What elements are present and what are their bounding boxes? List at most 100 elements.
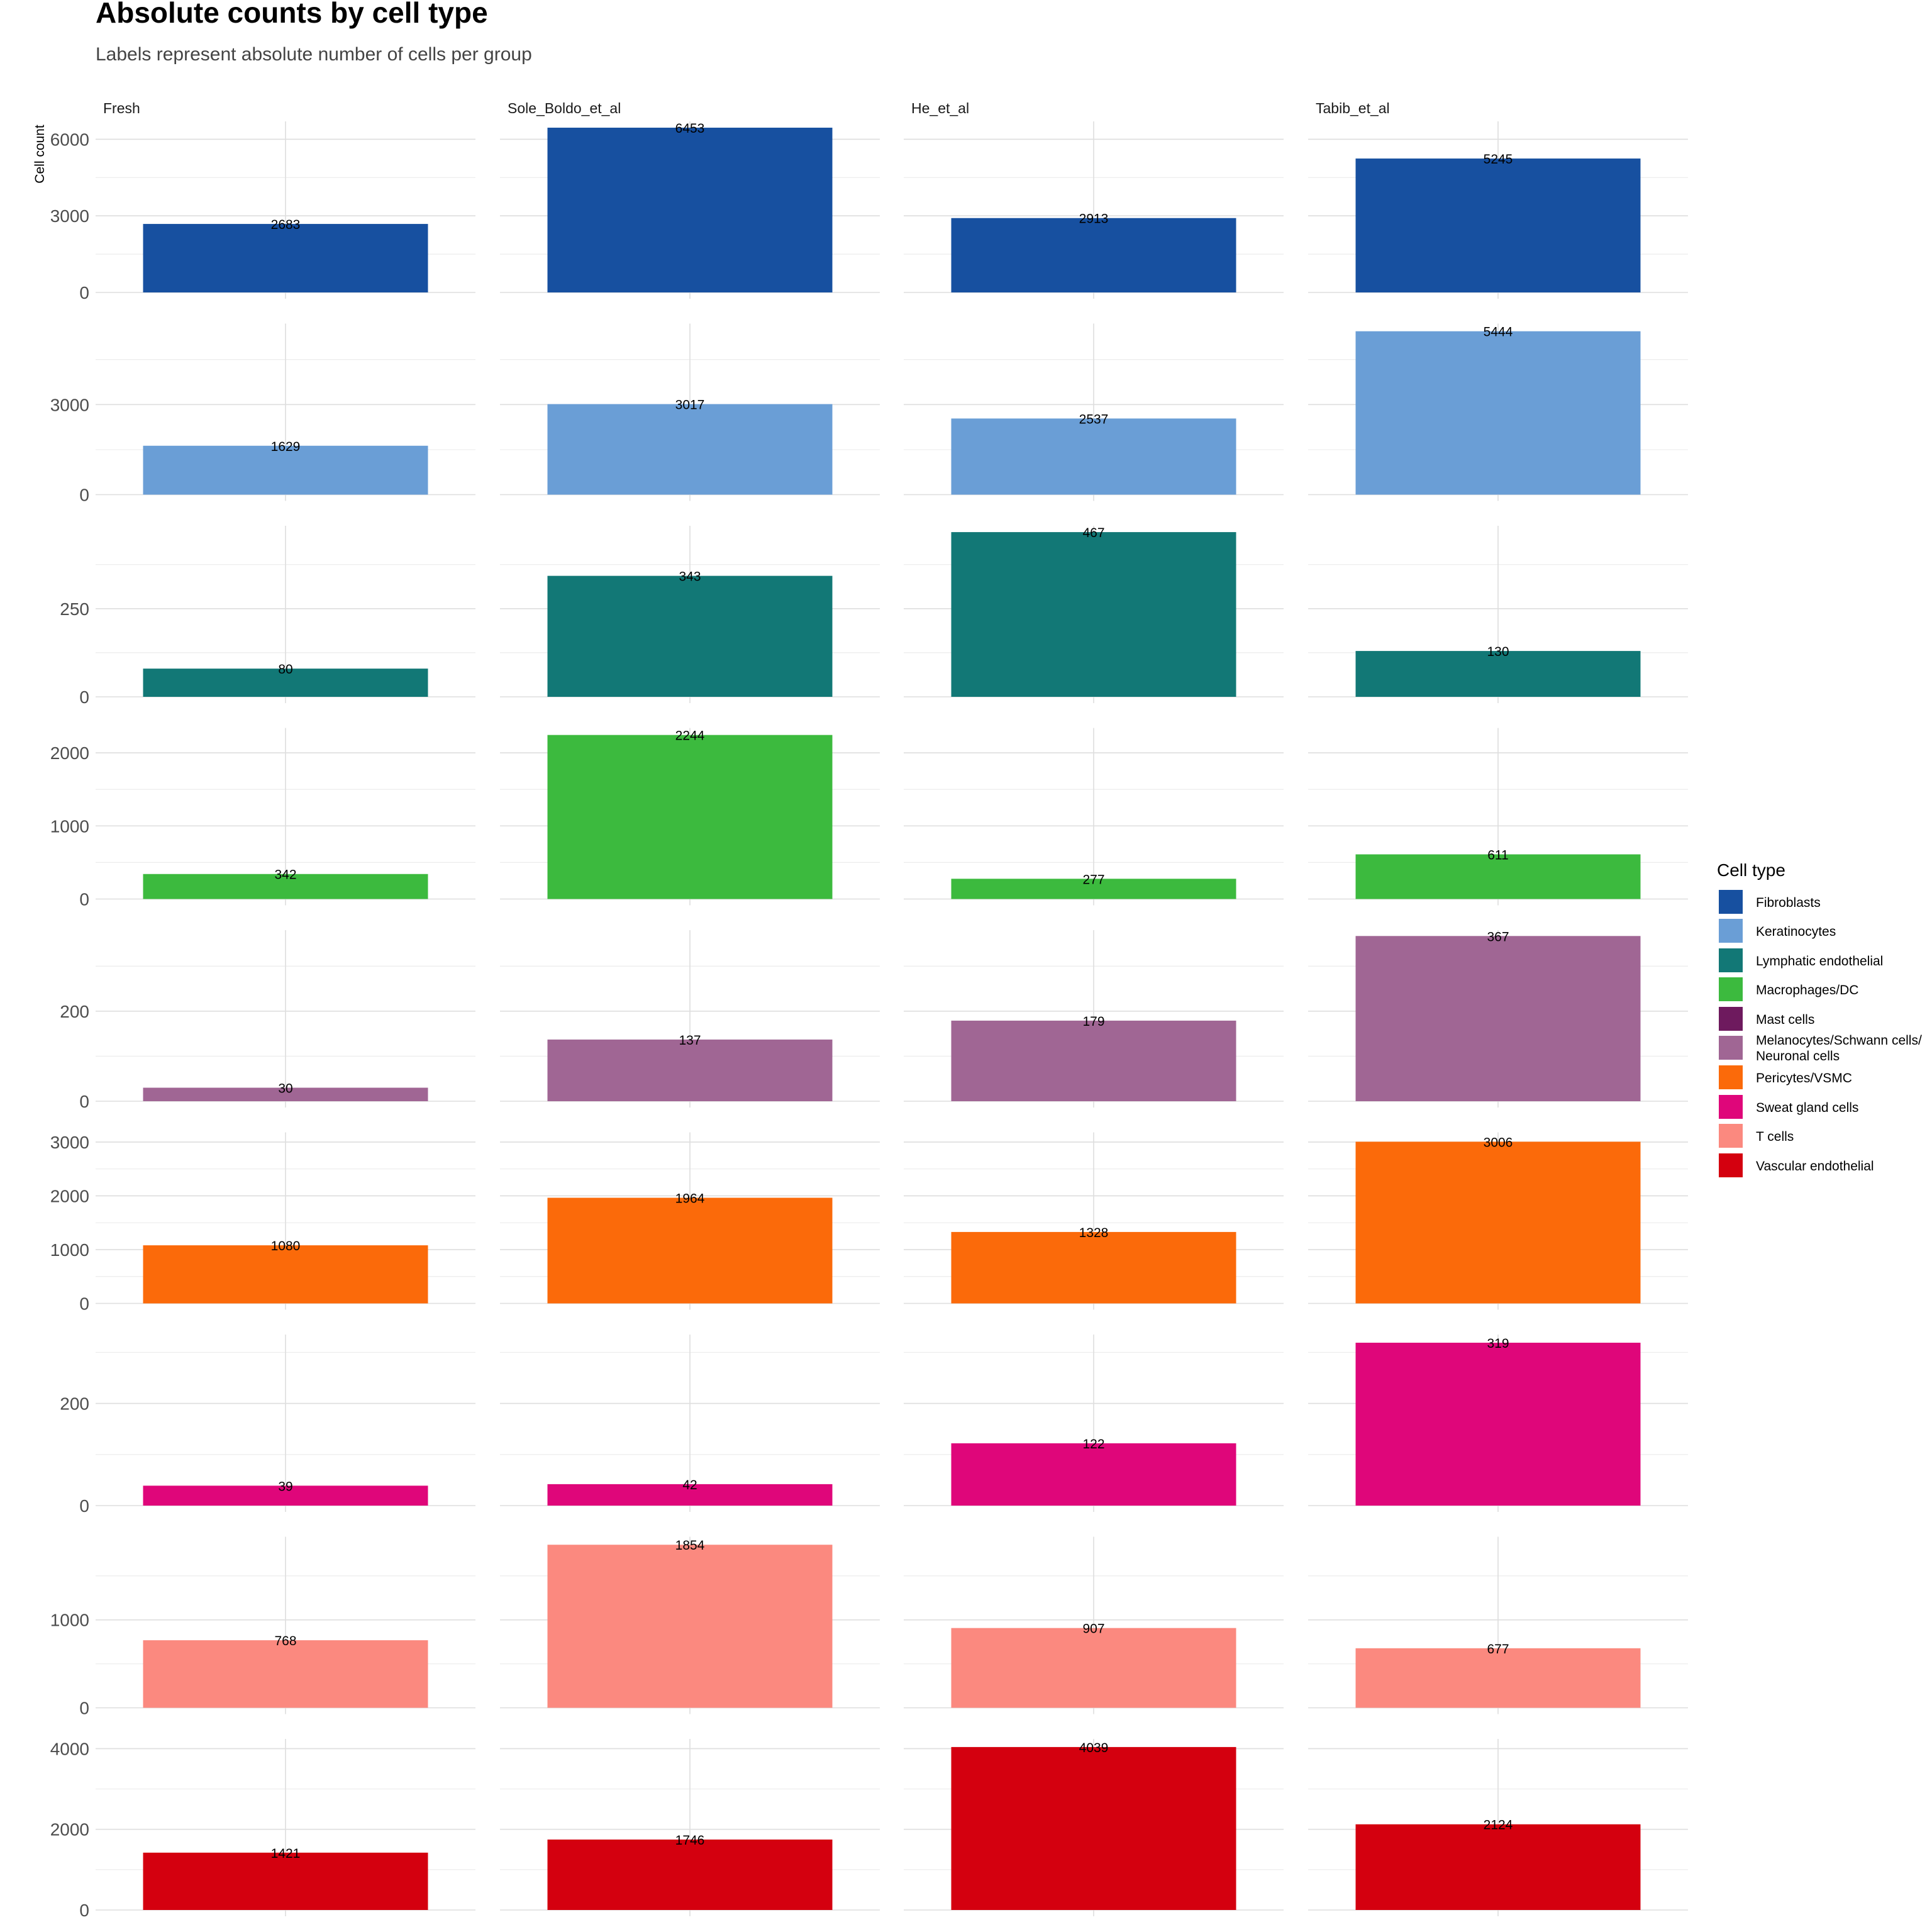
y-tick-label: 3000 <box>50 1133 89 1152</box>
legend-key <box>1718 1064 1744 1091</box>
panel-2-0: 80 <box>96 526 475 703</box>
y-tick-label: 4000 <box>50 1739 89 1758</box>
facet-row-7: 0 1000 768 1854 907 677 <box>50 1536 1688 1718</box>
bar <box>547 128 833 292</box>
bar <box>547 1484 833 1506</box>
y-tick-label: 0 <box>79 1294 89 1314</box>
bar-data-label: 3017 <box>675 398 705 413</box>
bar-data-label: 2913 <box>1079 212 1109 226</box>
panel-8-0: 1421 <box>96 1739 475 1916</box>
bar-data-label: 342 <box>274 868 296 882</box>
y-tick-label: 0 <box>79 1901 89 1920</box>
bar-data-label: 179 <box>1082 1014 1104 1029</box>
y-tick-label: 0 <box>79 486 89 505</box>
y-tick-label: 3000 <box>50 206 89 226</box>
facet-label-3: Tabib_et_al <box>1316 100 1390 116</box>
bar <box>143 1485 428 1506</box>
bar <box>547 575 833 697</box>
bar <box>1355 1648 1641 1708</box>
panel-7-2: 907 <box>904 1536 1284 1714</box>
bar-data-label: 907 <box>1082 1622 1104 1636</box>
chart-legend: Cell type Fibroblasts Keratinocytes Lympha… <box>1717 860 1922 1179</box>
bar <box>1355 1342 1641 1506</box>
legend-item: Fibroblasts <box>1718 889 1821 915</box>
legend-key <box>1718 976 1744 1002</box>
legend-item: T cells <box>1718 1123 1794 1149</box>
bar-data-label: 1746 <box>675 1833 705 1848</box>
bar <box>951 218 1236 292</box>
bar <box>1355 651 1641 697</box>
panel-5-3: 3006 <box>1308 1132 1688 1310</box>
y-tick-label: 1000 <box>50 1611 89 1630</box>
bar <box>143 1640 428 1708</box>
bar <box>1355 158 1641 292</box>
bar <box>951 1443 1236 1506</box>
bar-data-label: 130 <box>1487 645 1509 659</box>
bar-data-label: 1854 <box>675 1538 705 1553</box>
bar-data-label: 1964 <box>675 1192 705 1206</box>
chart-subtitle: Labels represent absolute number of cell… <box>96 44 532 65</box>
bar-data-label: 42 <box>682 1478 697 1492</box>
legend-label: Pericytes/VSMC <box>1756 1071 1852 1085</box>
bar <box>951 418 1236 495</box>
legend-label: Keratinocytes <box>1756 924 1836 939</box>
legend-label: Macrophages/DC <box>1756 983 1858 997</box>
y-tick-label: 2000 <box>50 1820 89 1840</box>
bar-data-label: 677 <box>1487 1642 1509 1657</box>
panel-3-1: 2244 <box>500 728 880 906</box>
bar <box>143 669 428 697</box>
bar-data-label: 367 <box>1487 930 1509 944</box>
panel-1-3: 5444 <box>1308 323 1688 501</box>
legend-key <box>1718 1152 1744 1179</box>
bar-data-label: 1328 <box>1079 1226 1109 1240</box>
bar-data-label: 319 <box>1487 1336 1509 1351</box>
y-tick-label: 6000 <box>50 130 89 149</box>
panel-2-3: 130 <box>1308 526 1688 703</box>
y-tick-label: 0 <box>79 1092 89 1111</box>
bar <box>1355 936 1641 1101</box>
chart-title: Absolute counts by cell type <box>96 0 488 29</box>
legend-label: Lymphatic endothelial <box>1756 954 1883 969</box>
legend-key <box>1718 947 1744 974</box>
bar <box>951 1231 1236 1304</box>
y-tick-label: 200 <box>60 1002 89 1021</box>
bar <box>547 1839 833 1910</box>
legend-item: Lymphatic endothelial <box>1718 947 1883 974</box>
panel-7-0: 768 <box>96 1536 475 1714</box>
bar <box>951 1628 1236 1708</box>
bar-data-label: 3006 <box>1484 1135 1513 1150</box>
y-axis-label: Cell count <box>33 125 47 184</box>
legend-label: Vascular endothelial <box>1756 1159 1874 1174</box>
bar <box>951 879 1236 899</box>
bar-data-label: 30 <box>278 1082 292 1096</box>
bar-data-label: 1629 <box>271 440 301 454</box>
bar-data-label: 277 <box>1082 872 1104 887</box>
legend-item: Keratinocytes <box>1718 918 1836 944</box>
bar <box>951 1746 1236 1910</box>
facet-row-2: 0 250 80 343 467 130 <box>60 526 1688 707</box>
bar <box>547 1545 833 1708</box>
y-tick-label: 0 <box>79 283 89 303</box>
bar-data-label: 39 <box>278 1479 292 1494</box>
bar-data-label: 6453 <box>675 121 705 136</box>
y-tick-label: 0 <box>79 1699 89 1718</box>
panel-1-0: 1629 <box>96 323 475 501</box>
legend-item: Mast cells <box>1718 1006 1814 1032</box>
panel-5-0: 1080 <box>96 1132 475 1310</box>
bar <box>143 445 428 495</box>
legend-item: Melanocytes/Schwann cells/Neuronal cells <box>1718 1033 1922 1063</box>
legend-label: Melanocytes/Schwann cells/ <box>1756 1033 1922 1048</box>
y-tick-label: 1000 <box>50 1240 89 1260</box>
panel-0-2: 2913 <box>904 121 1284 299</box>
bar-data-label: 2683 <box>271 218 301 232</box>
bar <box>547 735 833 899</box>
facet-row-0: 0 3000 6000 2683 6453 2913 5245 <box>50 121 1688 303</box>
legend-key <box>1718 889 1744 915</box>
panel-6-1: 42 <box>500 1335 880 1512</box>
bar <box>143 874 428 899</box>
bar <box>143 1245 428 1304</box>
y-tick-label: 3000 <box>50 395 89 414</box>
panel-7-1: 1854 <box>500 1536 880 1714</box>
legend-label: T cells <box>1756 1130 1794 1144</box>
